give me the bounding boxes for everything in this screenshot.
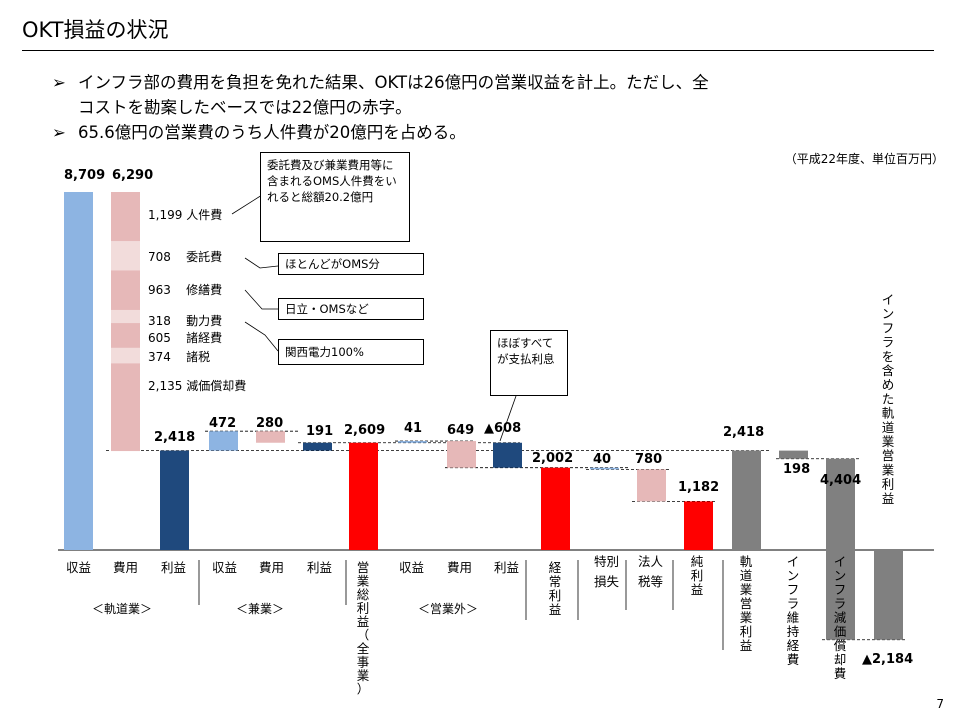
value-label-16: 198 (783, 462, 810, 477)
category-label-16: インフラ維持経費 (787, 554, 800, 667)
cost-item-tax: 374 諸税 (148, 350, 211, 364)
category-label-1: 収益 (66, 560, 91, 575)
category-label-7: 営業総利益（全事業） (357, 560, 370, 697)
category-label-14: 純利益 (691, 554, 704, 597)
bar-segment-6 (111, 347, 140, 364)
category-label-4: 収益 (212, 560, 237, 575)
bullet-2: ➢ 65.6億円の営業費のうち人件費が20億円を占める。 (52, 120, 912, 145)
callout-oms-personnel: 委託費及び兼業費用等に含まれるOMS人件費をいれると総額20.2億円 (260, 152, 410, 242)
category-label-15: 軌道業営業利益 (740, 554, 753, 653)
value-label-12: 40 (593, 452, 611, 467)
arrow-bullet-icon: ➢ (52, 73, 66, 92)
value-label-1: 8,709 (64, 168, 105, 183)
bullet-2-line1: 65.6億円の営業費のうち人件費が20億円を占める。 (78, 123, 466, 142)
bar-6 (303, 442, 332, 451)
callout-hitachi-oms: 日立・OMSなど (278, 298, 424, 320)
cost-item-personnel: 1,199 人件費 (148, 208, 223, 222)
bar-15 (732, 450, 761, 550)
callout-kansai-electric: 関西電力100% (278, 339, 424, 365)
bar-1 (64, 192, 93, 550)
category-label-13-a: 法人 (638, 554, 664, 569)
leader-line-oms (231, 194, 263, 215)
bar-16 (779, 450, 808, 459)
category-label-12-b: 損失 (594, 574, 620, 589)
leader-line-mostly-oms (244, 257, 279, 269)
value-label-8: 41 (404, 421, 422, 436)
category-label-6: 利益 (307, 560, 332, 575)
bar-segment-2 (111, 241, 140, 271)
title-rule (22, 50, 934, 51)
bar-18 (874, 550, 903, 640)
bar-4 (209, 431, 238, 451)
leader-line-kansai (244, 321, 279, 352)
page-title: OKT損益の状況 (22, 18, 169, 42)
category-label-11: 経常利益 (549, 560, 562, 617)
cost-item-misc: 605 諸経費 (148, 331, 223, 345)
cost-item-depreciation: 2,135 減価償却費 (148, 379, 247, 393)
page-number: 7 (936, 697, 944, 711)
leader-line-hitachi (244, 289, 278, 310)
group-label-side-business: ＜兼業＞ (236, 602, 285, 616)
category-label-17: インフラ減価償却費 (834, 554, 847, 681)
value-label-9: 649 (447, 423, 474, 438)
category-label-10: 利益 (494, 560, 519, 575)
bar-segment-4 (111, 309, 140, 324)
leader-line-interest (499, 395, 517, 442)
category-label-8: 収益 (399, 560, 424, 575)
value-label-13: 780 (635, 452, 662, 467)
bar-10 (493, 442, 522, 468)
bar-13 (637, 469, 666, 502)
category-label-3: 利益 (161, 560, 186, 575)
bar-segment-3 (111, 270, 140, 310)
cost-item-repair: 963 修繕費 (148, 283, 223, 297)
category-label-12-a: 特別 (594, 554, 619, 569)
bullet-1: ➢ インフラ部の費用を負担を免れた結果、OKTは26億円の営業収益を計上。ただし、… (52, 70, 912, 120)
value-label-17: 4,404 (820, 473, 861, 488)
callout-mostly-oms: ほとんどがOMS分 (278, 253, 424, 275)
bar-9 (447, 441, 476, 468)
cost-item-outsourcing: 708 委託費 (148, 250, 223, 264)
value-label-6: 191 (306, 424, 333, 439)
value-label-15: 2,418 (723, 425, 764, 440)
value-label-4: 472 (209, 416, 236, 431)
bar-12 (590, 467, 619, 470)
bar-segment-7 (111, 363, 140, 452)
value-label-14: 1,182 (678, 480, 719, 495)
value-label-5: 280 (256, 416, 283, 431)
unit-note: （平成22年度、単位百万円） (784, 152, 944, 166)
bullet-1-line1: インフラ部の費用を負担を免れた結果、OKTは26億円の営業収益を計上。ただし、全 (78, 73, 709, 92)
bar-8 (398, 441, 427, 443)
cost-item-power: 318 動力費 (148, 314, 223, 328)
value-label-10: ▲608 (484, 421, 521, 436)
group-label-railway: ＜軌道業＞ (92, 602, 153, 616)
category-label-18: インフラを含めた軌道業営業利益 (882, 292, 895, 506)
callout-interest: ほぼすべてが支払利息 (490, 330, 568, 396)
bar-7 (349, 442, 378, 550)
value-label-2: 6,290 (112, 168, 153, 183)
arrow-bullet-icon: ➢ (52, 123, 66, 142)
category-label-9: 費用 (447, 560, 472, 575)
value-label-7: 2,609 (344, 423, 385, 438)
category-label-5: 費用 (259, 560, 284, 575)
bar-5 (256, 431, 285, 443)
category-label-2: 費用 (113, 560, 138, 575)
value-label-18: ▲2,184 (862, 652, 913, 667)
group-label-non-operating: ＜営業外＞ (418, 602, 479, 616)
value-label-11: 2,002 (532, 451, 573, 466)
bar-17 (826, 458, 855, 640)
value-label-3: 2,418 (154, 430, 195, 445)
bar-3 (160, 450, 189, 550)
bar-14 (684, 501, 713, 550)
bar-segment-1 (111, 192, 140, 242)
bullet-1-line2: コストを勘案したベースでは22億円の赤字。 (78, 98, 412, 117)
bar-segment-5 (111, 323, 140, 348)
category-label-13-b: 税等 (638, 574, 663, 589)
bar-11 (541, 467, 570, 550)
